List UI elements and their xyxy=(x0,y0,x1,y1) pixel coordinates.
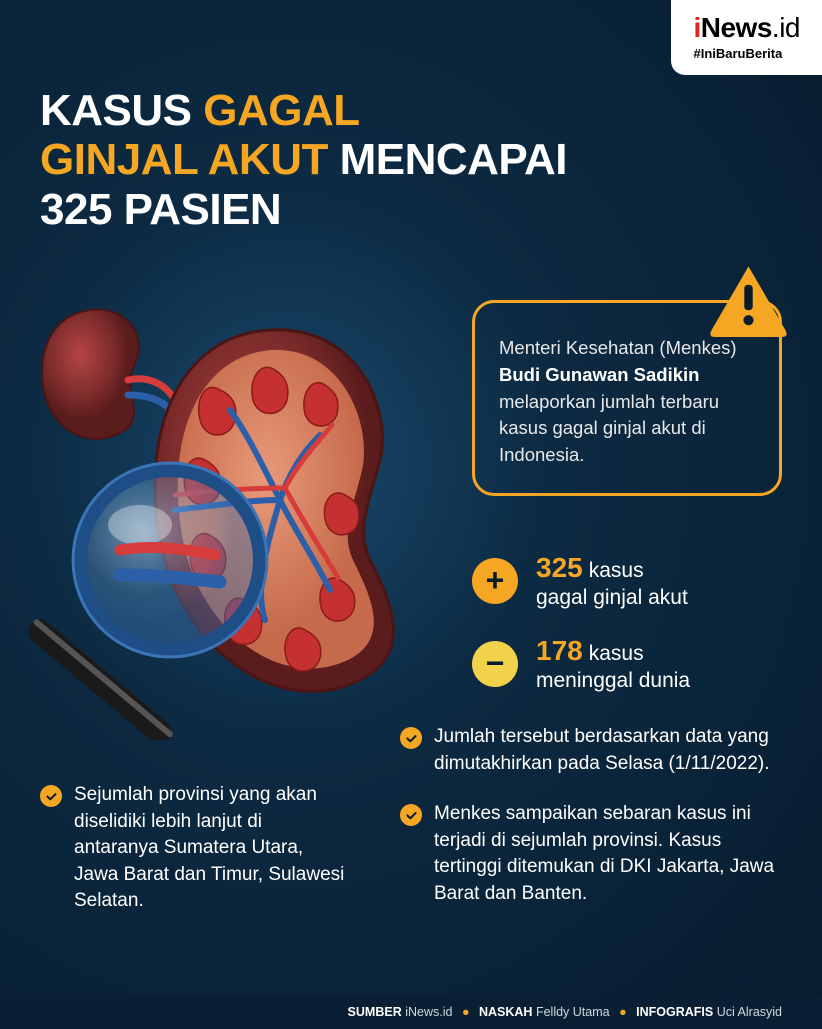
logo-news: News xyxy=(701,12,772,43)
brand-logo: iNews.id xyxy=(693,12,800,44)
footer-label: SUMBER xyxy=(348,1005,402,1019)
check-icon xyxy=(40,785,62,807)
logo-id: .id xyxy=(772,12,800,43)
check-icon xyxy=(400,727,422,749)
headline-accent: GAGAL xyxy=(203,86,359,135)
bullets-right: Jumlah tersebut berdasarkan data yang di… xyxy=(400,724,785,932)
stat-row: − 178 kasus meninggal dunia xyxy=(472,633,782,694)
brand-badge: iNews.id #IniBaruBerita xyxy=(671,0,822,75)
headline-part: 325 PASIEN xyxy=(40,185,281,234)
logo-letter-i: i xyxy=(693,12,700,43)
footer-label: INFOGRAFIS xyxy=(636,1005,713,1019)
bullet-text: Jumlah tersebut berdasarkan data yang di… xyxy=(434,724,785,777)
stat-number: 178 xyxy=(536,635,583,666)
footer-value: Felldy Utama xyxy=(536,1005,610,1019)
bullet-item: Sejumlah provinsi yang akan diselidiki l… xyxy=(40,782,350,915)
dot-separator: ● xyxy=(462,1005,470,1019)
kidney-illustration xyxy=(20,300,420,740)
bullet-item: Menkes sampaikan sebaran kasus ini terja… xyxy=(400,801,785,907)
info-text: melaporkan jumlah terbaru kasus gagal gi… xyxy=(499,391,719,466)
info-text-bold: Budi Gunawan Sadikin xyxy=(499,364,699,385)
info-box: Menteri Kesehatan (Menkes) Budi Gunawan … xyxy=(472,300,782,496)
brand-hashtag: #IniBaruBerita xyxy=(693,46,800,61)
stat-row: + 325 kasus gagal ginjal akut xyxy=(472,550,782,611)
stat-line2: meninggal dunia xyxy=(536,669,690,692)
dot-separator: ● xyxy=(619,1005,627,1019)
stat-text: 325 kasus gagal ginjal akut xyxy=(536,550,688,611)
bullet-item: Jumlah tersebut berdasarkan data yang di… xyxy=(400,724,785,777)
footer-label: NASKAH xyxy=(479,1005,532,1019)
kidney-svg xyxy=(20,300,420,740)
headline-part: MENCAPAI xyxy=(328,135,567,184)
plus-icon: + xyxy=(472,558,518,604)
stat-text: 178 kasus meninggal dunia xyxy=(536,633,690,694)
headline-part: KASUS xyxy=(40,86,203,135)
stat-number: 325 xyxy=(536,552,583,583)
minus-icon: − xyxy=(472,641,518,687)
bullet-text: Sejumlah provinsi yang akan diselidiki l… xyxy=(74,782,350,915)
headline-accent: GINJAL AKUT xyxy=(40,135,328,184)
bullet-text: Menkes sampaikan sebaran kasus ini terja… xyxy=(434,801,785,907)
footer-value: Uci Alrasyid xyxy=(717,1005,782,1019)
stat-word: kasus xyxy=(589,642,644,665)
stat-word: kasus xyxy=(589,559,644,582)
info-text: Menteri Kesehatan (Menkes) xyxy=(499,337,737,358)
check-icon xyxy=(400,804,422,826)
footer-credits: SUMBER iNews.id ● NASKAH Felldy Utama ● … xyxy=(0,995,822,1029)
stat-line2: gagal ginjal akut xyxy=(536,586,688,609)
bullets-left: Sejumlah provinsi yang akan diselidiki l… xyxy=(40,782,350,939)
headline: KASUS GAGAL GINJAL AKUT MENCAPAI 325 PAS… xyxy=(40,86,782,234)
footer-value: iNews.id xyxy=(405,1005,452,1019)
stats-block: + 325 kasus gagal ginjal akut − 178 kasus … xyxy=(472,550,782,717)
alert-icon xyxy=(706,263,791,337)
